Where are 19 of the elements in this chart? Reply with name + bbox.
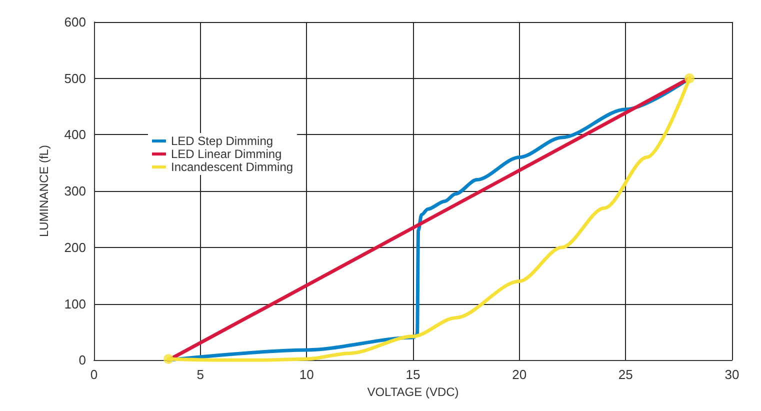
y-tick-label: 500 — [64, 70, 86, 86]
y-axis-title: LUMINANCE (fL) — [37, 145, 51, 238]
x-tick-label: 0 — [90, 367, 98, 382]
y-tick-label: 200 — [64, 240, 86, 255]
x-tick-label: 5 — [196, 367, 204, 382]
y-tick-label: 100 — [64, 296, 86, 312]
x-axis-title: VOLTAGE (VDC) — [367, 385, 459, 399]
x-tick-label: 30 — [724, 367, 740, 382]
x-tick-label: 25 — [618, 367, 633, 382]
y-tick-label: 300 — [64, 184, 86, 199]
x-tick-label: 10 — [299, 367, 314, 382]
x-tick-label: 15 — [406, 367, 420, 382]
legend-label: Incandescent Dimming — [171, 160, 294, 174]
y-tick-label: 600 — [64, 14, 86, 30]
legend-label: LED Linear Dimming — [171, 147, 282, 161]
y-tick-label: 400 — [64, 127, 86, 142]
y-tick-label: 0 — [78, 352, 86, 368]
legend-label: LED Step Dimming — [171, 134, 274, 148]
x-tick-label: 20 — [512, 367, 527, 382]
